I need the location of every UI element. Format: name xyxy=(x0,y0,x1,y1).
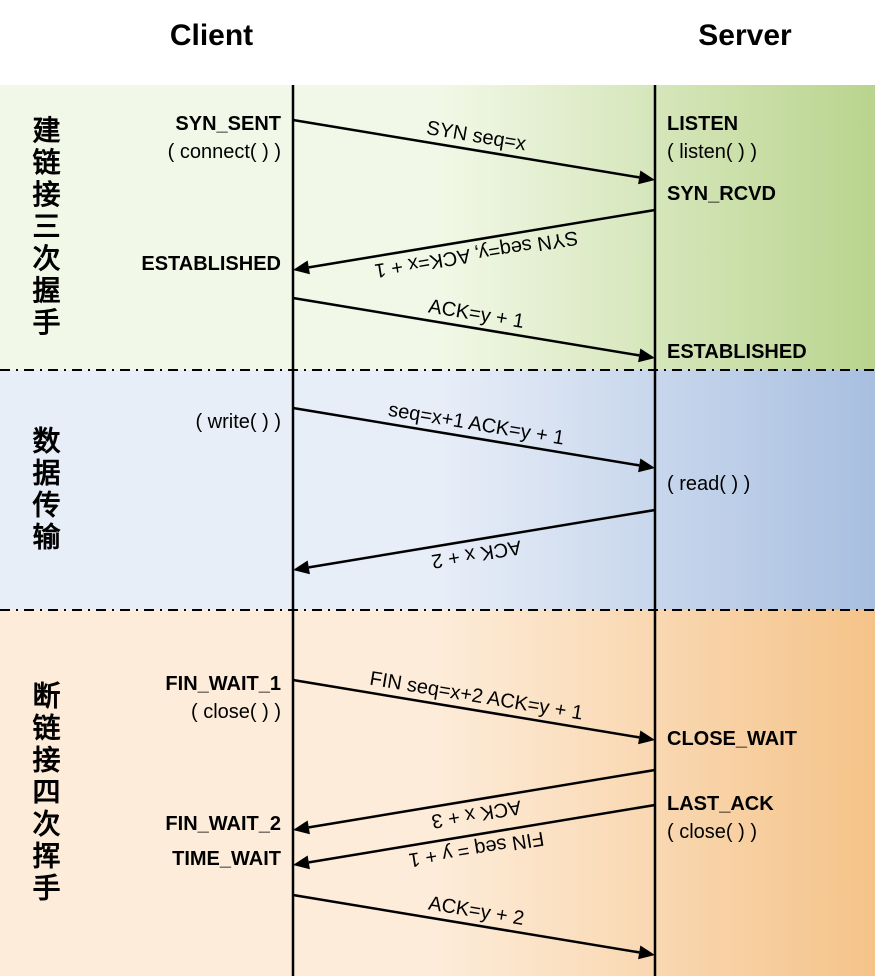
server-state: SYN_RCVD xyxy=(667,183,776,205)
server-state: LISTEN xyxy=(667,113,738,135)
client-state: ESTABLISHED xyxy=(141,253,281,275)
client-state: TIME_WAIT xyxy=(172,848,281,870)
server-state: LAST_ACK xyxy=(667,793,774,815)
server-state: ( read( ) ) xyxy=(667,473,750,495)
server-state: ESTABLISHED xyxy=(667,341,807,363)
side-label-data: 数据传输 xyxy=(30,426,62,554)
client-state: ( connect( ) ) xyxy=(168,141,281,163)
client-state: ( write( ) ) xyxy=(195,411,281,433)
client-state: FIN_WAIT_1 xyxy=(165,673,281,695)
server-state: CLOSE_WAIT xyxy=(667,728,797,750)
header-client: Client xyxy=(170,19,253,52)
tcp-sequence-diagram: Client Server 建链接三次握手数据传输断链接四次挥手 SYN_SENT ( … xyxy=(0,0,875,976)
side-label-handshake: 建链接三次握手 xyxy=(30,115,61,339)
server-state: ( listen( ) ) xyxy=(667,141,757,163)
client-state: FIN_WAIT_2 xyxy=(165,813,281,835)
client-state: SYN_SENT xyxy=(175,113,281,135)
server-state: ( close( ) ) xyxy=(667,821,757,843)
side-label-close: 断链接四次挥手 xyxy=(30,680,61,905)
header-server: Server xyxy=(698,19,792,52)
client-state: ( close( ) ) xyxy=(191,701,281,723)
